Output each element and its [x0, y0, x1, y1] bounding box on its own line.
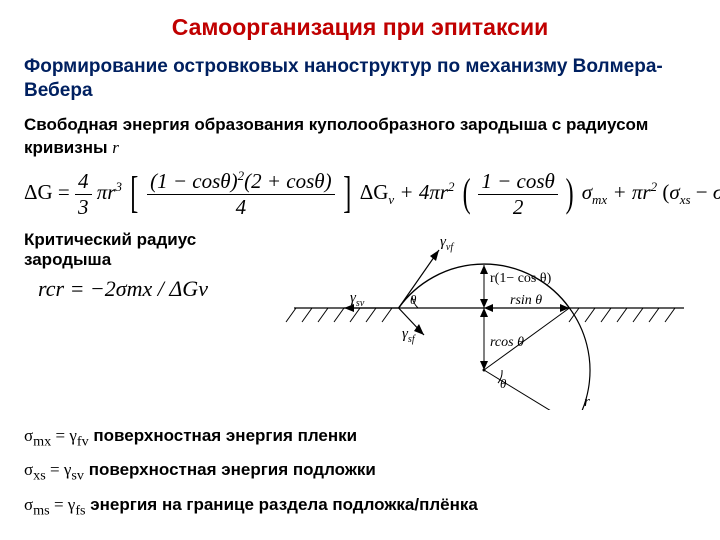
svg-text:γvf: γvf	[440, 234, 454, 253]
intro-text: Свободная энергия образования куполообра…	[24, 113, 696, 161]
eq1-cubed: 3	[115, 179, 122, 194]
eq1-dGv: ΔG	[360, 180, 389, 204]
eq1-plus1: + 4πr	[399, 180, 448, 204]
eq2-mx: mx	[127, 276, 153, 301]
def-sigma-mx: σmx = γfv поверхностная энергия пленки	[24, 426, 696, 450]
def-sigma-xs: σxs = γsv поверхностная энергия подложки	[24, 460, 696, 484]
svg-text:rcos θ: rcos θ	[490, 335, 524, 350]
svg-text:θ: θ	[500, 376, 507, 391]
eq1-sigxs: σ	[669, 180, 679, 204]
critical-radius-label: Критический радиус зародыша	[24, 230, 284, 270]
eq1-43n: 4	[75, 169, 92, 195]
svg-text:γsf: γsf	[402, 326, 416, 345]
svg-text:θ: θ	[410, 292, 417, 307]
svg-text:r(1− cos θ): r(1− cos θ)	[490, 271, 552, 286]
eq2-cr: cr	[46, 276, 64, 301]
sigma-definitions: σmx = γfv поверхностная энергия пленки σ…	[24, 426, 696, 519]
def-sigma-ms: σms = γfs энергия на границе раздела под…	[24, 495, 696, 519]
page-title: Самоорганизация при эпитаксии	[24, 14, 696, 41]
eq1-lhs: ΔG	[24, 180, 53, 204]
eq1-43d: 3	[75, 195, 92, 220]
svg-text:rsin θ: rsin θ	[510, 293, 542, 308]
eq2-eq: = −2σ	[64, 276, 127, 301]
eq1-sigmx: σ	[582, 180, 592, 204]
subtitle: Формирование островковых наноструктур по…	[24, 55, 696, 103]
eq1-f1ntail: (2 + cosθ)	[244, 169, 331, 193]
eq1-sq1: 2	[448, 179, 455, 194]
eq1-f1d: 4	[147, 195, 334, 220]
eq2-v: v	[198, 276, 208, 301]
eq1-plus2: + πr	[612, 180, 650, 204]
eq2-slash: / ΔG	[152, 276, 198, 301]
eq1-pir3: πr	[97, 180, 116, 204]
eq1-f1n: (1 − cosθ)	[150, 169, 237, 193]
eq2-r: r	[38, 276, 46, 301]
equation-deltaG: ΔG = 43 πr3 [ (1 − cosθ)2(2 + cosθ) 4 ] …	[24, 168, 696, 220]
eq1-dGvsub: v	[388, 192, 394, 207]
eq1-minus: −	[691, 180, 713, 204]
svg-text:r: r	[584, 394, 590, 410]
intro-r: r	[112, 138, 119, 157]
eq1-sigms: σ	[713, 180, 720, 204]
equation-rcr: rcr = −2σmx / ΔGv	[38, 276, 284, 302]
eq1-eq: =	[53, 180, 75, 204]
nucleus-diagram: γvf γsv γsf θ θ r(1− cos θ) rsin θ rcos …	[284, 230, 696, 410]
eq1-mx: mx	[592, 192, 607, 207]
eq1-xs: xs	[680, 192, 691, 207]
eq1-f2d: 2	[478, 195, 557, 220]
eq1-sq2: 2	[651, 179, 658, 194]
eq1-f2n: 1 − cosθ	[478, 169, 557, 195]
